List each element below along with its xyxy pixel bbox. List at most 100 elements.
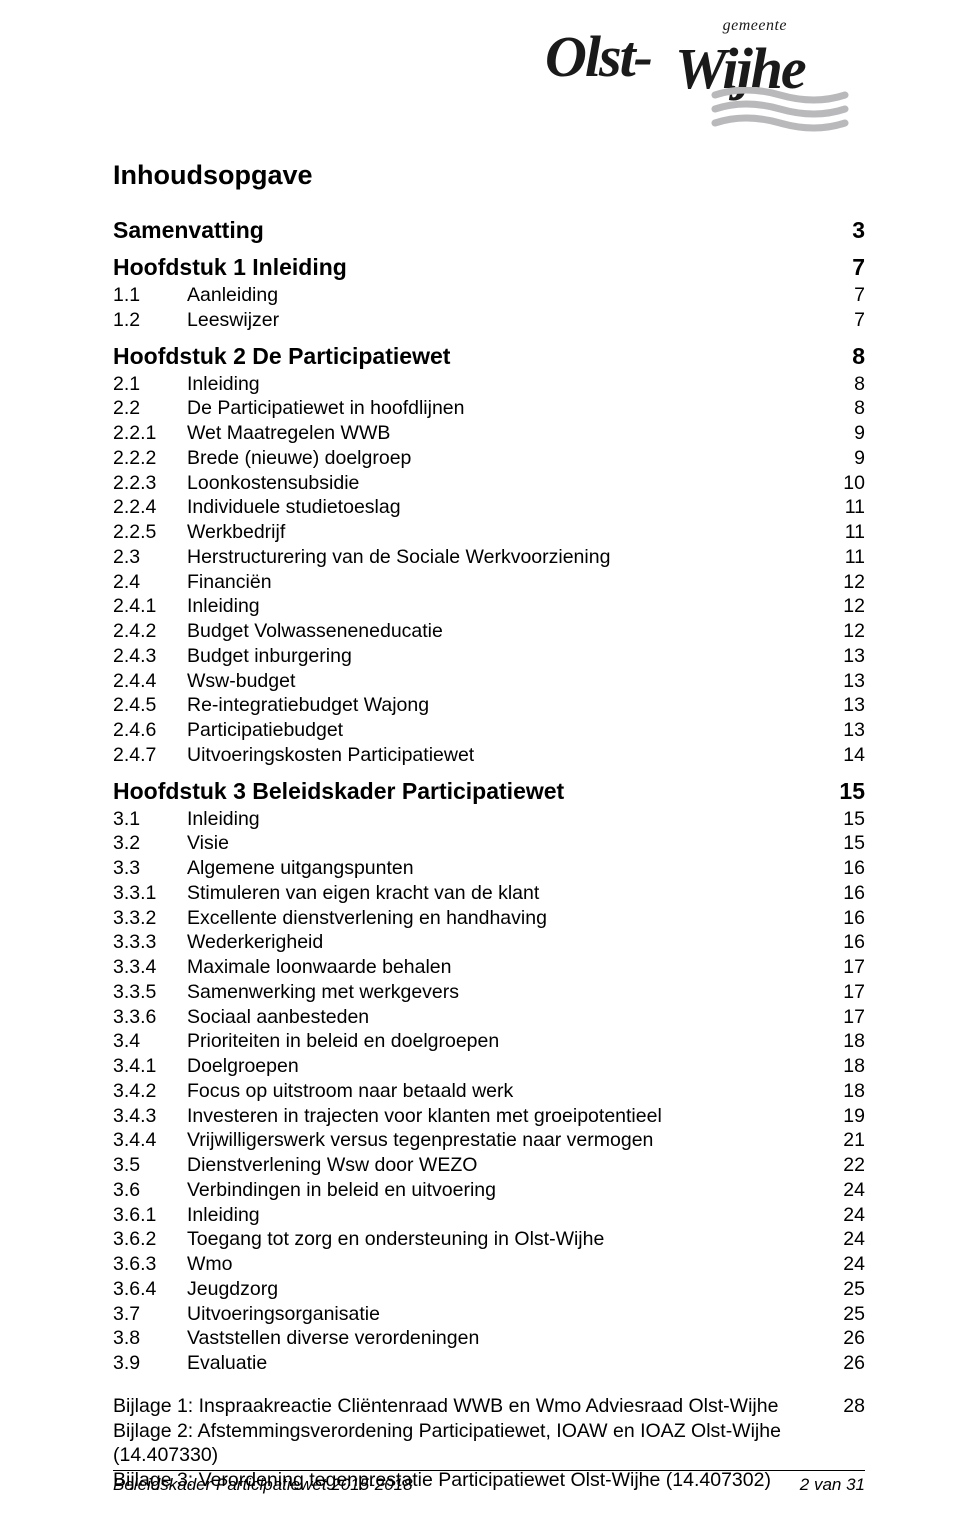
toc-row-page: 25 bbox=[821, 1277, 865, 1302]
toc-row-number: 3.4 bbox=[113, 1029, 187, 1054]
toc-row: 3.3Algemene uitgangspunten16 bbox=[113, 856, 865, 881]
toc-row: 3.6.1Inleiding24 bbox=[113, 1203, 865, 1228]
toc-row-page: 15 bbox=[821, 831, 865, 856]
logo-text-left: Olst- bbox=[545, 23, 651, 90]
toc-row: 2.4Financiën12 bbox=[113, 570, 865, 595]
toc-row: 3.3.1Stimuleren van eigen kracht van de … bbox=[113, 881, 865, 906]
toc-row-label: Aanleiding bbox=[187, 283, 821, 308]
toc-row-page: 11 bbox=[821, 495, 865, 520]
toc-row: 3.4.3Investeren in trajecten voor klante… bbox=[113, 1104, 865, 1129]
toc-row: 3.4.2Focus op uitstroom naar betaald wer… bbox=[113, 1079, 865, 1104]
toc-row-page: 12 bbox=[821, 594, 865, 619]
toc-row-page: 12 bbox=[821, 570, 865, 595]
toc-row-label: Vrijwilligerswerk versus tegenprestatie … bbox=[187, 1128, 821, 1153]
toc-row-number: 2.2.2 bbox=[113, 446, 187, 471]
toc-row-label: Verbindingen in beleid en uitvoering bbox=[187, 1178, 821, 1203]
toc-row-page: 11 bbox=[821, 545, 865, 570]
toc-row-number: 2.2.1 bbox=[113, 421, 187, 446]
toc-row-number: 3.4.1 bbox=[113, 1054, 187, 1079]
toc-row-page: 21 bbox=[821, 1128, 865, 1153]
municipality-logo: gemeente Olst- Wijhe bbox=[545, 15, 865, 125]
toc-row: 2.2.5Werkbedrijf11 bbox=[113, 520, 865, 545]
toc-row-label: Maximale loonwaarde behalen bbox=[187, 955, 821, 980]
toc-heading-label: Hoofdstuk 3 Beleidskader Participatiewet bbox=[113, 778, 821, 805]
toc-row-page: 10 bbox=[821, 471, 865, 496]
toc-row: 2.4.3Budget inburgering13 bbox=[113, 644, 865, 669]
toc-row-number: 3.1 bbox=[113, 807, 187, 832]
toc-heading-page: 8 bbox=[821, 343, 865, 370]
toc-row-label: Werkbedrijf bbox=[187, 520, 821, 545]
toc-row-number: 2.4.3 bbox=[113, 644, 187, 669]
toc-row-number: 3.6.1 bbox=[113, 1203, 187, 1228]
toc-row: 2.2.3Loonkostensubsidie10 bbox=[113, 471, 865, 496]
toc-row-page: 12 bbox=[821, 619, 865, 644]
toc-row-page: 9 bbox=[821, 446, 865, 471]
toc-content: Inhoudsopgave Samenvatting3Hoofdstuk 1 I… bbox=[113, 160, 865, 1493]
toc-row-label: Wet Maatregelen WWB bbox=[187, 421, 821, 446]
toc-heading: Hoofdstuk 2 De Participatiewet8 bbox=[113, 343, 865, 370]
toc-row-page: 22 bbox=[821, 1153, 865, 1178]
toc-row-number: 3.3.2 bbox=[113, 906, 187, 931]
toc-row: 3.1Inleiding15 bbox=[113, 807, 865, 832]
document-page: gemeente Olst- Wijhe Inhoudsopgave Samen… bbox=[0, 0, 960, 1531]
toc-row: 1.1Aanleiding7 bbox=[113, 283, 865, 308]
toc-row-number: 2.4.1 bbox=[113, 594, 187, 619]
toc-row-page: 13 bbox=[821, 669, 865, 694]
toc-row: 3.5Dienstverlening Wsw door WEZO22 bbox=[113, 1153, 865, 1178]
toc-row-page: 13 bbox=[821, 718, 865, 743]
toc-row-label: Samenwerking met werkgevers bbox=[187, 980, 821, 1005]
toc-row-page: 8 bbox=[821, 396, 865, 421]
toc-row-number: 3.2 bbox=[113, 831, 187, 856]
toc-row: 2.4.5Re-integratiebudget Wajong13 bbox=[113, 693, 865, 718]
toc-row-label: Wmo bbox=[187, 1252, 821, 1277]
toc-row: 3.7Uitvoeringsorganisatie25 bbox=[113, 1302, 865, 1327]
toc-row-number: 2.4.2 bbox=[113, 619, 187, 644]
toc-row-label: Focus op uitstroom naar betaald werk bbox=[187, 1079, 821, 1104]
page-footer: Beleidskader Participatiewet 2015-2018 2… bbox=[113, 1470, 865, 1495]
toc-row-label: Wsw-budget bbox=[187, 669, 821, 694]
toc-row-label: Dienstverlening Wsw door WEZO bbox=[187, 1153, 821, 1178]
toc-row-label: Budget inburgering bbox=[187, 644, 821, 669]
toc-row-page: 16 bbox=[821, 906, 865, 931]
toc-row-label: Uitvoeringskosten Participatiewet bbox=[187, 743, 821, 768]
logo-superscript: gemeente bbox=[723, 17, 787, 35]
toc-heading-label: Hoofdstuk 1 Inleiding bbox=[113, 254, 821, 281]
toc-row: 2.2.4Individuele studietoeslag11 bbox=[113, 495, 865, 520]
toc-row-number: 2.2.5 bbox=[113, 520, 187, 545]
toc-row: 1.2Leeswijzer7 bbox=[113, 308, 865, 333]
toc-row-page: 18 bbox=[821, 1079, 865, 1104]
toc-heading-page: 3 bbox=[821, 217, 865, 244]
toc-row-number: 2.4.5 bbox=[113, 693, 187, 718]
toc-row: 3.6.3Wmo24 bbox=[113, 1252, 865, 1277]
toc-title: Inhoudsopgave bbox=[113, 160, 865, 191]
toc-row: 2.1Inleiding8 bbox=[113, 372, 865, 397]
toc-row: 3.8Vaststellen diverse verordeningen26 bbox=[113, 1326, 865, 1351]
attachment-row: Bijlage 2: Afstemmingsverordening Partic… bbox=[113, 1419, 865, 1469]
toc-row: 2.4.1Inleiding12 bbox=[113, 594, 865, 619]
toc-heading: Hoofdstuk 3 Beleidskader Participatiewet… bbox=[113, 778, 865, 805]
toc-heading-page: 15 bbox=[821, 778, 865, 805]
toc-row-label: Re-integratiebudget Wajong bbox=[187, 693, 821, 718]
toc-heading: Hoofdstuk 1 Inleiding7 bbox=[113, 254, 865, 281]
toc-row: 2.2De Participatiewet in hoofdlijnen8 bbox=[113, 396, 865, 421]
toc-row-number: 3.3.3 bbox=[113, 930, 187, 955]
toc-row-page: 15 bbox=[821, 807, 865, 832]
toc-row-number: 3.4.2 bbox=[113, 1079, 187, 1104]
toc-row-number: 2.3 bbox=[113, 545, 187, 570]
toc-row-number: 3.3.4 bbox=[113, 955, 187, 980]
toc-row-number: 2.4 bbox=[113, 570, 187, 595]
attachment-label: Bijlage 2: Afstemmingsverordening Partic… bbox=[113, 1419, 821, 1469]
toc-row-label: Inleiding bbox=[187, 807, 821, 832]
footer-right: 2 van 31 bbox=[800, 1475, 865, 1495]
toc-row-label: Investeren in trajecten voor klanten met… bbox=[187, 1104, 821, 1129]
attachment-page bbox=[821, 1419, 865, 1469]
toc-row-label: Uitvoeringsorganisatie bbox=[187, 1302, 821, 1327]
toc-row-page: 26 bbox=[821, 1351, 865, 1376]
toc-row-label: Stimuleren van eigen kracht van de klant bbox=[187, 881, 821, 906]
toc-row: 3.9Evaluatie26 bbox=[113, 1351, 865, 1376]
toc-row-label: Vaststellen diverse verordeningen bbox=[187, 1326, 821, 1351]
toc-row-page: 19 bbox=[821, 1104, 865, 1129]
toc-row-page: 7 bbox=[821, 308, 865, 333]
toc-row-page: 8 bbox=[821, 372, 865, 397]
toc-row-label: Loonkostensubsidie bbox=[187, 471, 821, 496]
